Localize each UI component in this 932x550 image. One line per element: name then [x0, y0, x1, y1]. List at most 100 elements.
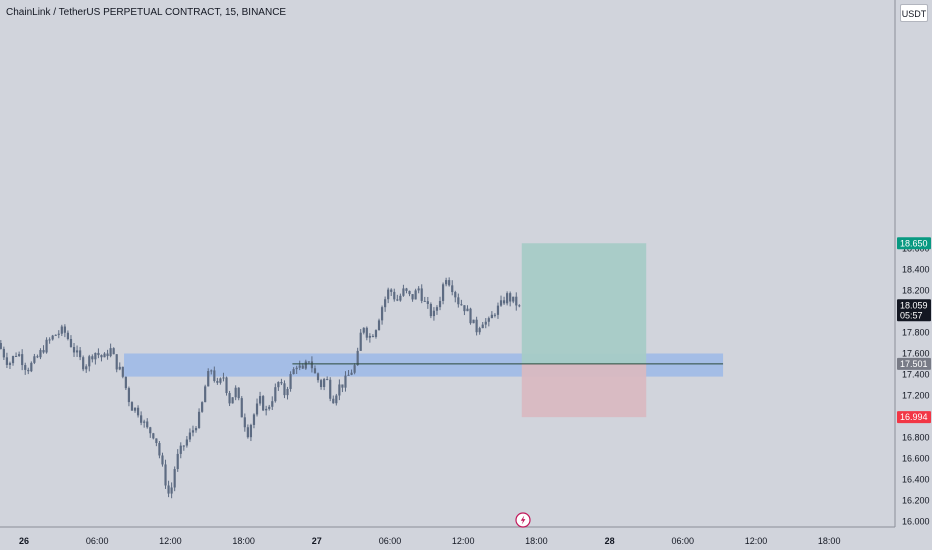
- candle-body: [14, 355, 18, 357]
- candle-body: [319, 380, 323, 388]
- target-price-tag-bg: [897, 237, 931, 250]
- candle-body: [435, 307, 439, 311]
- profit-zone: [521, 243, 647, 364]
- candle-body: [341, 384, 344, 388]
- time-tick-label: 18:00: [232, 536, 255, 546]
- price-tick-label: 16.400: [902, 475, 930, 485]
- price-axis: [895, 0, 932, 550]
- candle-body: [201, 402, 204, 412]
- candle-body: [21, 354, 24, 366]
- candle-body: [158, 443, 161, 456]
- candle-body: [323, 379, 326, 388]
- candle-body: [484, 321, 487, 325]
- candle-body: [307, 361, 310, 363]
- candle-body: [423, 300, 426, 302]
- candle-body: [258, 396, 262, 404]
- candle-body: [466, 308, 469, 312]
- candle-body: [280, 382, 283, 384]
- candle-body: [164, 464, 167, 486]
- candle-body: [225, 377, 228, 394]
- candle-body: [60, 326, 63, 334]
- candle-body: [356, 350, 359, 366]
- price-tick-label: 18.200: [902, 286, 930, 296]
- candle-body: [420, 288, 423, 301]
- candle-body: [146, 421, 149, 428]
- candle-body: [414, 290, 417, 300]
- last-price-tag-bg: [897, 299, 931, 322]
- candle-body: [243, 417, 246, 428]
- candle-body: [249, 424, 253, 438]
- candle-body: [387, 289, 390, 300]
- candle-body: [11, 356, 15, 364]
- candle-body: [359, 332, 362, 351]
- candle-body: [499, 300, 503, 306]
- candle-body: [197, 411, 201, 429]
- price-tick-label: 17.400: [902, 370, 930, 380]
- stop-price-tag-text: 16.994: [900, 412, 928, 422]
- entry-price-tag-bg: [897, 357, 931, 370]
- candle-body: [283, 383, 286, 396]
- candle-body: [289, 374, 292, 389]
- candle-body: [469, 308, 472, 324]
- target-price-tag-text: 18.650: [900, 238, 928, 248]
- candle-body: [124, 376, 127, 389]
- candle-body: [402, 288, 405, 296]
- candle-body: [411, 294, 414, 300]
- entry-price-tag: 17.501: [897, 357, 931, 370]
- candle-body: [432, 310, 436, 317]
- candle-body: [79, 350, 82, 358]
- candle-body: [140, 415, 143, 423]
- candle-body: [88, 356, 91, 367]
- time-tick-label: 26: [19, 536, 29, 546]
- candle-body: [216, 380, 219, 383]
- candle-body: [179, 445, 182, 454]
- candle-body: [130, 402, 134, 411]
- candle-body: [30, 362, 33, 372]
- candle-body: [451, 285, 454, 293]
- candle-body: [237, 387, 240, 399]
- candle-body: [405, 288, 408, 291]
- candle-body: [33, 356, 36, 363]
- price-tick-label: 18.400: [902, 265, 930, 275]
- flash-layer[interactable]: [515, 512, 531, 528]
- candle-body: [188, 432, 192, 440]
- stop-price-tag-bg: [897, 411, 931, 424]
- candle-body: [478, 328, 481, 333]
- candle-body: [374, 330, 378, 337]
- time-tick-label: 27: [312, 536, 322, 546]
- candle-body: [316, 373, 320, 381]
- candle-body: [91, 356, 94, 360]
- candle-body: [103, 353, 106, 358]
- candle-body: [39, 350, 42, 358]
- candle-body: [204, 386, 207, 403]
- price-tick-label: 16.000: [902, 517, 930, 527]
- candle-body: [262, 396, 265, 411]
- candle-body: [173, 469, 176, 488]
- price-tick-label: 16.200: [902, 496, 930, 506]
- time-tick-label: 06:00: [672, 536, 695, 546]
- candle-body: [161, 455, 164, 465]
- candle-body: [301, 365, 304, 369]
- candle-body: [344, 375, 347, 388]
- candle-body: [219, 378, 222, 383]
- candle-body: [143, 421, 146, 423]
- entry-price-tag-text: 17.501: [900, 359, 928, 369]
- candle-body: [274, 387, 277, 402]
- candle-body: [502, 300, 506, 304]
- candle-body: [271, 401, 274, 407]
- time-tick-label: 28: [605, 536, 615, 546]
- currency-button[interactable]: USDT: [900, 4, 928, 22]
- candle-body: [194, 428, 198, 431]
- candle-body: [441, 284, 445, 301]
- candle-body: [365, 327, 368, 338]
- candle-body: [512, 296, 515, 302]
- time-tick-label: 12:00: [159, 536, 182, 546]
- candle-body: [445, 280, 448, 285]
- candle-body: [487, 318, 490, 322]
- candle-body: [368, 335, 371, 338]
- candle-body: [463, 305, 466, 312]
- price-tick-label: 16.600: [902, 454, 930, 464]
